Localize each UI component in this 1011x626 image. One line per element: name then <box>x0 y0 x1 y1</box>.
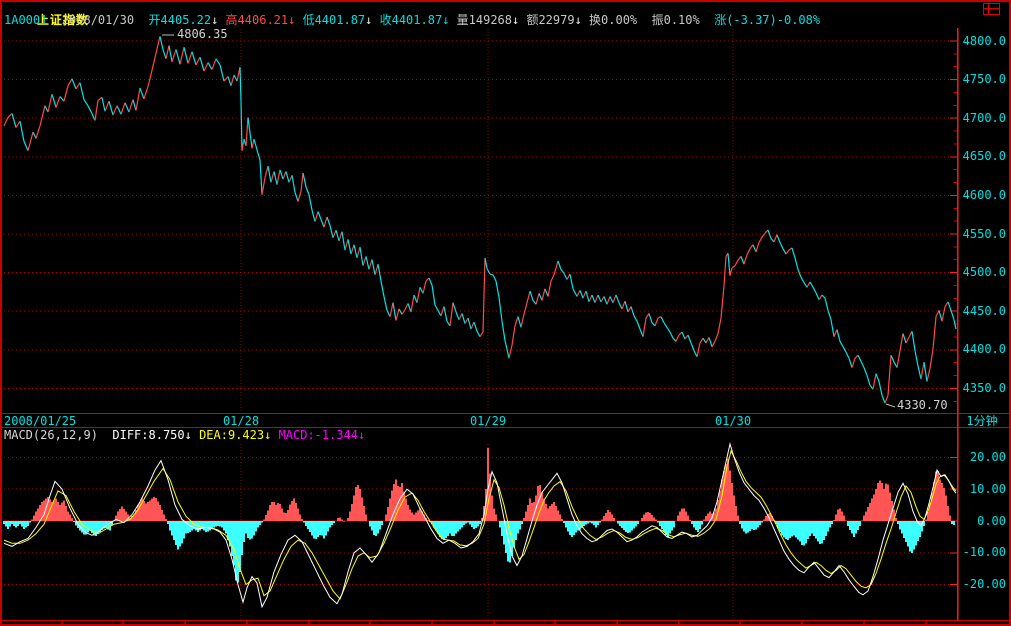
quote-field: ↓ <box>512 13 527 27</box>
price-axis-label: 4600.0 <box>962 187 1006 202</box>
quote-field: ↓ <box>288 13 303 27</box>
quote-field: ↓ <box>365 13 380 27</box>
macd-params-bar: MACD(26,12,9) DIFF:8.750↓ DEA:9.423↓ MAC… <box>4 429 365 442</box>
quote-field: ↓ <box>442 13 457 27</box>
price-axis-label: 4400.0 <box>962 342 1006 357</box>
low-annotation: 4330.70 <box>897 398 948 412</box>
date-axis-label: 01/29 <box>469 414 507 428</box>
window-icon-bar <box>984 8 999 9</box>
date-axis-label: 01/30 <box>714 414 752 428</box>
date-axis-label: 2008/01/25 <box>4 414 77 428</box>
macd-param-value: ↓ <box>184 428 200 442</box>
quote-field: 振0.10% <box>651 13 715 27</box>
price-axis-label: 4700.0 <box>962 110 1006 125</box>
price-axis-label: 4650.0 <box>962 149 1006 164</box>
quote-field: ↓ <box>211 13 226 27</box>
macd-axis-label: -10.00 <box>962 545 1006 560</box>
quote-field: 2008/01/30 <box>47 13 149 27</box>
quote-field: 量149268 <box>456 13 512 27</box>
period-label[interactable]: 1分钟 <box>966 414 998 428</box>
title-bar: 上证指数 <box>4 1 89 40</box>
price-axis-label: 4750.0 <box>962 72 1006 87</box>
price-axis-label: 4800.0 <box>962 33 1006 48</box>
window-icon-divider <box>988 4 989 14</box>
macd-param-value: DIFF:8.750 <box>112 428 185 442</box>
window-icon[interactable] <box>983 3 1000 15</box>
macd-param-value: ↓ <box>264 428 279 442</box>
macd-axis-label: 20.00 <box>969 449 1006 464</box>
quote-field: 额22979 <box>526 13 575 27</box>
macd-param-value: MACD(26,12,9) <box>4 428 113 442</box>
high-annotation: 4806.35 <box>177 27 228 41</box>
quote-field: 1A0001 <box>4 13 48 27</box>
quote-field: 开4405.22 <box>148 13 212 27</box>
quote-field: 涨(-3.37)-0.08% <box>714 13 821 27</box>
macd-axis-label: 10.00 <box>969 481 1006 496</box>
macd-axis-label: 0.00 <box>977 513 1006 528</box>
quote-info-bar: 1A0001 2008/01/30 开4405.22↓ 高4406.21↓ 低4… <box>4 14 820 27</box>
price-axis-label: 4450.0 <box>962 303 1006 318</box>
quote-field: 收4401.87 <box>379 13 443 27</box>
price-axis-label: 4500.0 <box>962 265 1006 280</box>
macd-param-value: ↓ <box>358 428 366 442</box>
price-axis-label: 4550.0 <box>962 226 1006 241</box>
quote-field: 换0.00% <box>589 13 652 27</box>
quote-field: 高4406.21 <box>225 13 289 27</box>
date-axis-label: 01/28 <box>222 414 260 428</box>
macd-param-value: DEA:9.423 <box>199 428 265 442</box>
window-title: 上证指数 <box>36 13 89 27</box>
quote-field: 低4401.87 <box>302 13 366 27</box>
quote-field: ↓ <box>574 13 590 27</box>
macd-axis-label: -20.00 <box>962 577 1006 592</box>
macd-param-value: MACD:-1.344 <box>278 428 359 442</box>
price-axis-label: 4350.0 <box>962 380 1006 395</box>
